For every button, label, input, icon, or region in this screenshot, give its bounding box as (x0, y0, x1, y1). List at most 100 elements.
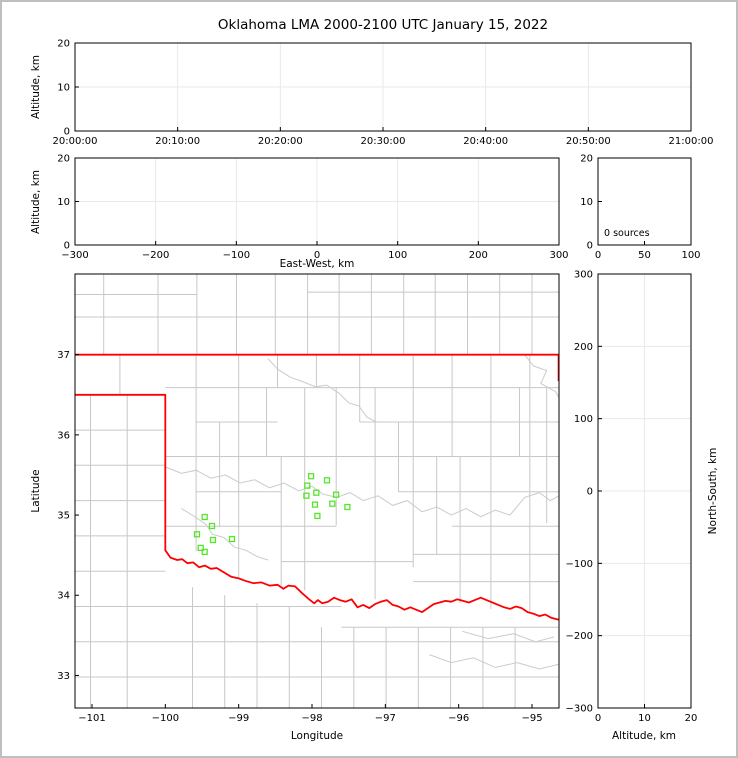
tick-labels: 0 10 20 −300 −200 −100 0 100 200 300 (566, 270, 698, 725)
tick-labels: 20:00:00 20:10:00 20:20:00 20:30:00 20:40:00… (53, 39, 714, 148)
ticks (74, 42, 692, 132)
x-tick-label: 20 (685, 713, 698, 724)
x-tick-label: 10 (638, 713, 651, 724)
y-tick-label: 10 (57, 197, 70, 208)
x-tick-label: 20:30:00 (361, 136, 406, 147)
y-tick-label: −100 (566, 559, 593, 570)
tick-labels: −300 −200 −100 0 100 200 300 0 10 20 (57, 154, 568, 262)
x-tick-label: −100 (223, 250, 250, 261)
x-tick-label: 300 (549, 250, 568, 261)
y-tick-label: 20 (57, 39, 70, 50)
y-tick-label: 20 (580, 154, 593, 165)
plot-title: Oklahoma LMA 2000-2100 UTC January 15, 2… (218, 17, 548, 33)
x-tick-label: 200 (469, 250, 488, 261)
x-tick-label: −100 (152, 713, 179, 724)
y-tick-label: 33 (57, 671, 70, 682)
x-tick-label: 0 (595, 250, 601, 261)
x-tick-label: −101 (78, 713, 105, 724)
x-tick-label: −97 (375, 713, 396, 724)
y-tick-label: 10 (57, 83, 70, 94)
source-marker (323, 477, 331, 484)
y-tick-label: −300 (566, 704, 593, 715)
y-tick-label: 0 (64, 241, 70, 252)
tick-labels: −101 −100 −99 −98 −97 −96 −95 33 34 35 36 37 (57, 350, 542, 724)
source-marker (201, 548, 208, 556)
tick-labels: 0 50 100 0 10 20 (580, 154, 700, 262)
x-tick-label: 20:50:00 (566, 136, 611, 147)
source-marker (311, 501, 319, 508)
y-tick-label: 35 (57, 511, 70, 522)
y-tick-label: 0 (64, 127, 70, 138)
y-tick-label: 100 (574, 414, 593, 425)
x-tick-label: 21:00:00 (669, 136, 714, 147)
gridlines (75, 158, 559, 245)
map-xlabel: Longitude (291, 730, 343, 742)
source-marker (304, 482, 311, 489)
source-marker (314, 512, 321, 520)
y-tick-label: −200 (566, 631, 593, 642)
source-marker (201, 513, 208, 521)
source-marker (208, 522, 216, 530)
y-tick-label: 10 (580, 197, 593, 208)
source-marker (307, 473, 315, 480)
x-tick-label: 20:20:00 (258, 136, 303, 147)
x-tick-label: 100 (681, 250, 700, 261)
source-marker (344, 503, 351, 511)
map-ylabel: Latitude (30, 469, 42, 512)
county-lines (75, 274, 559, 708)
gridlines (75, 43, 691, 131)
x-tick-label: −98 (301, 713, 322, 724)
panel-altitude_vs_east_west: −300 −200 −100 0 100 200 300 0 10 20 (57, 154, 568, 262)
oklahoma-state-border (75, 353, 559, 621)
ticks (74, 157, 560, 246)
source-marker (197, 544, 204, 552)
source-marker (332, 491, 340, 498)
panel-altitude_vs_time: 20:00:00 20:10:00 20:20:00 20:30:00 20:40:00… (53, 39, 714, 148)
x-tick-label: −96 (448, 713, 469, 724)
lightning-source-markers (193, 473, 351, 556)
x-tick-label: −300 (61, 250, 88, 261)
y-tick-label: 37 (57, 350, 70, 361)
panel-border (74, 273, 560, 709)
x-tick-label: 20:10:00 (155, 136, 200, 147)
x-tick-label: −99 (228, 713, 249, 724)
northsouth-panel-xlabel: Altitude, km (612, 730, 676, 742)
x-tick-label: 50 (638, 250, 651, 261)
ticks (597, 157, 692, 246)
source-marker (209, 536, 217, 544)
y-tick-label: 34 (57, 591, 70, 602)
northsouth-panel-ylabel-right: North-South, km (707, 448, 719, 535)
x-tick-label: 0 (314, 250, 320, 261)
source-marker (303, 492, 310, 499)
source-count-annotation: 0 sources (604, 228, 650, 239)
x-tick-label: 20:40:00 (463, 136, 508, 147)
panel-plan_view_map: −101 −100 −99 −98 −97 −96 −95 33 34 35 36 37 (57, 273, 560, 724)
y-tick-label: 36 (57, 430, 70, 441)
ticks (75, 354, 533, 708)
y-tick-label: 200 (574, 342, 593, 353)
source-marker (228, 535, 236, 543)
map-layers (75, 274, 559, 708)
x-tick-label: 0 (595, 713, 601, 724)
y-tick-label: 300 (574, 270, 593, 281)
x-tick-label: −200 (142, 250, 169, 261)
ticks (597, 273, 692, 709)
source-marker (313, 489, 320, 496)
gridlines (598, 274, 691, 708)
source-marker (329, 500, 336, 507)
plot-panels: 20:00:00 20:10:00 20:20:00 20:30:00 20:40:00… (53, 39, 714, 725)
panel-altitude_source_histogram: 0 50 100 0 10 20 (580, 154, 700, 262)
eastwest-panel-xlabel: East-West, km (280, 258, 355, 270)
eastwest-panel-ylabel: Altitude, km (30, 170, 42, 234)
panel-altitude_vs_north_south: 0 10 20 −300 −200 −100 0 100 200 300 (566, 270, 698, 725)
y-tick-label: 0 (587, 487, 593, 498)
x-tick-label: 20:00:00 (53, 136, 98, 147)
river-lines (165, 354, 559, 670)
y-tick-label: 0 (587, 241, 593, 252)
time-panel-ylabel: Altitude, km (30, 55, 42, 119)
source-marker (193, 531, 201, 538)
x-tick-label: −95 (521, 713, 542, 724)
x-tick-label: 100 (388, 250, 407, 261)
